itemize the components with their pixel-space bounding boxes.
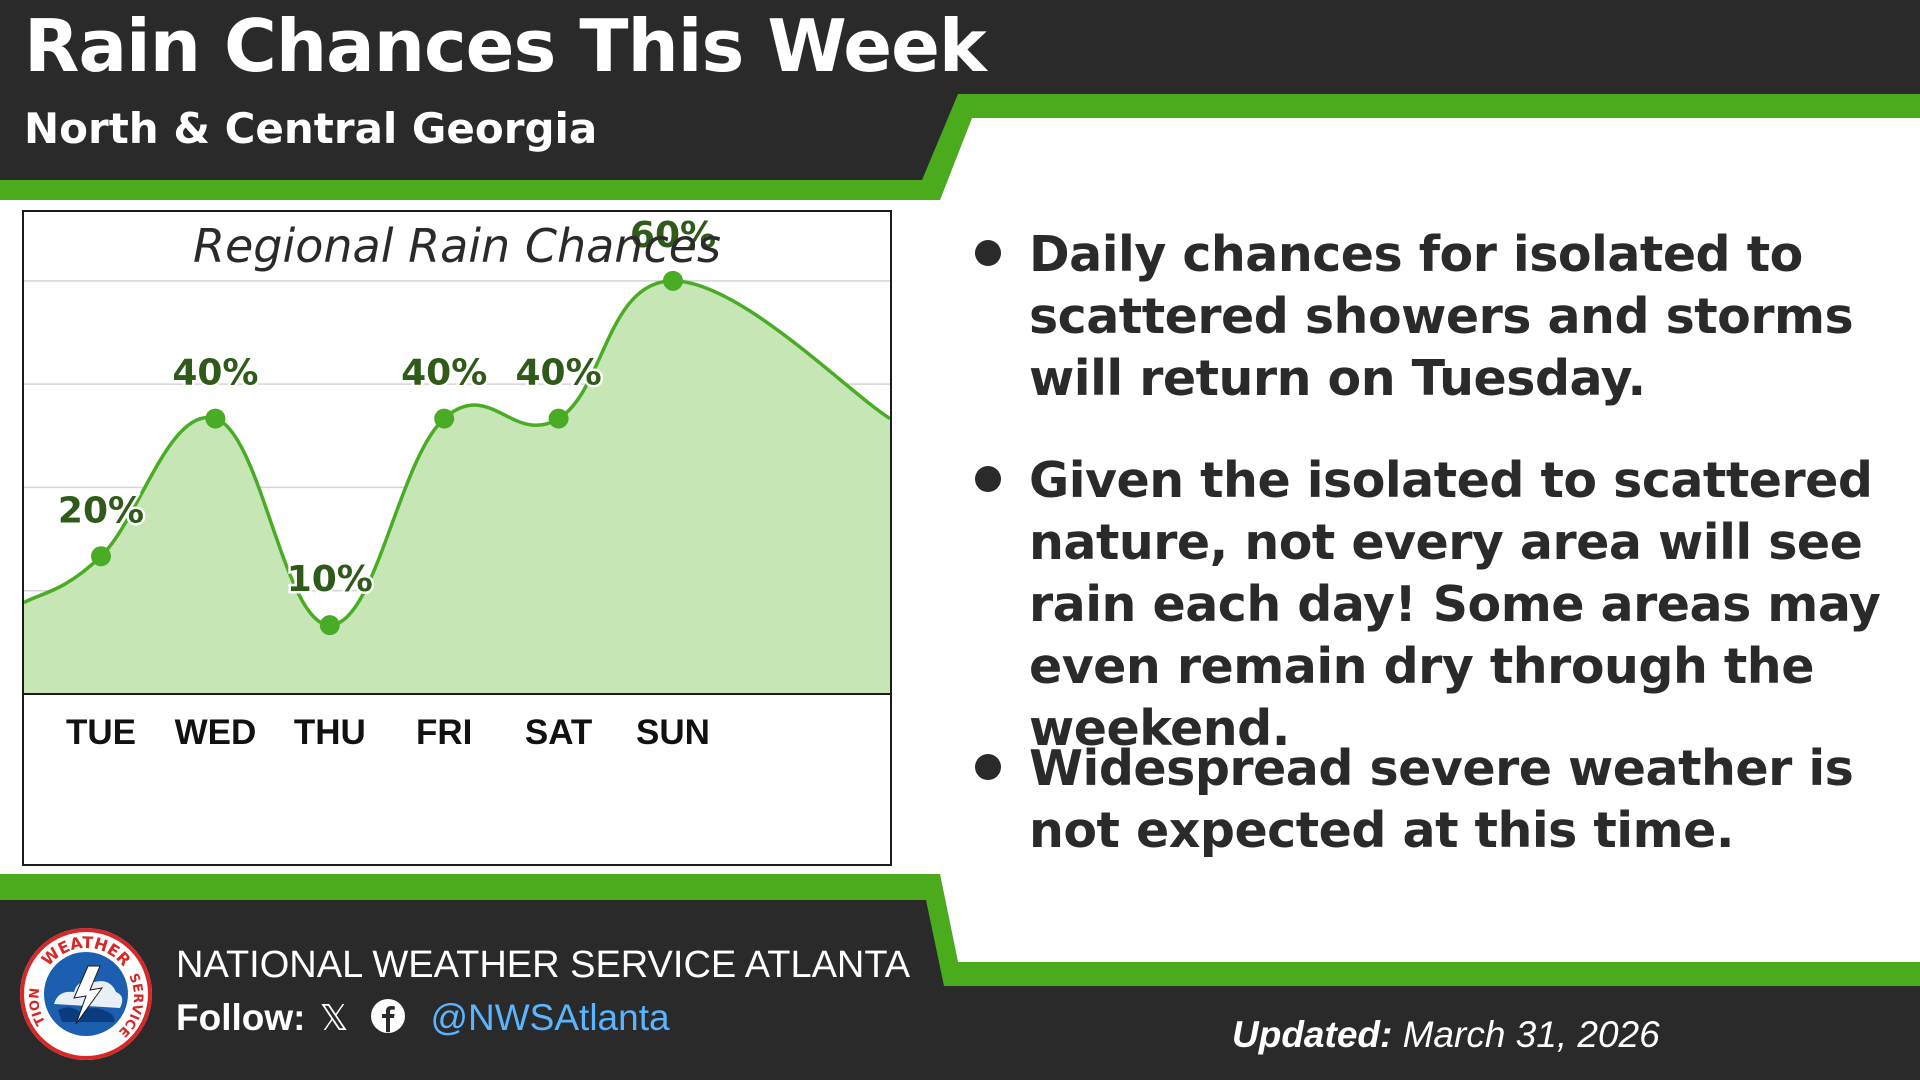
page-subtitle: North & Central Georgia [24,104,598,153]
bullet-text: Daily chances for isolated to scattered … [1029,226,1854,407]
data-label-tue: 20% [58,490,144,531]
category-label-fri: FRI [416,713,472,752]
nws-logo: WEATHER NATIONAL SERVICE [18,926,152,1060]
bullet-text: Given the isolated to scattered nature, … [1029,452,1881,757]
updated-label: Updated: [1232,1014,1393,1055]
updated-date: March 31, 2026 [1402,1014,1660,1055]
data-label-wed: 40% [172,353,258,394]
bullet-text: Widespread severe weather is not expecte… [1029,740,1854,859]
data-label-sat: 40% [516,353,602,394]
follow-label: Follow: [176,997,306,1038]
data-point-sun [663,270,683,291]
green-trim-top [0,94,1920,200]
facebook-icon[interactable] [370,998,406,1038]
org-name: NATIONAL WEATHER SERVICE ATLANTA [176,944,911,986]
rain-chance-chart: 20% TUE 40% WED 10% THU 40% FRI 40% SAT 60% SUN Reg… [22,210,892,866]
data-label-fri: 40% [401,353,487,394]
bullet-dot-icon [975,466,1001,492]
rain-chance-area [24,280,890,694]
category-label-sun: SUN [636,713,710,752]
chart-title: Regional Rain Chances [193,219,721,273]
x-icon[interactable]: 𝕏 [319,997,349,1039]
page-title: Rain Chances This Week [24,4,987,88]
bullet-dot-icon [975,754,1001,780]
data-point-fri [434,408,455,429]
data-label-sun: 60% [630,215,716,256]
social-handle-link[interactable]: @NWSAtlanta [430,997,670,1038]
category-label-tue: TUE [66,713,136,752]
updated-stamp: Updated: March 31, 2026 [1232,1014,1660,1056]
bullet-dot-icon [975,240,1001,266]
data-point-wed [205,408,226,429]
chart-marks: 20% TUE 40% WED 10% THU 40% FRI 40% SAT 60% SUN [55,212,718,752]
category-label-thu: THU [294,713,366,752]
category-label-sat: SAT [525,713,592,752]
data-label-thu: 10% [287,559,373,600]
chart-canvas: 20% TUE 40% WED 10% THU 40% FRI 40% SAT 60% SUN Reg… [24,212,890,752]
data-point-tue [91,546,111,567]
green-trim-bottom [0,874,1920,986]
data-point-thu [319,615,340,636]
category-label-wed: WED [175,713,257,752]
data-point-sat [548,408,569,429]
follow-row: Follow: 𝕏 @NWSAtlanta [176,994,670,1042]
